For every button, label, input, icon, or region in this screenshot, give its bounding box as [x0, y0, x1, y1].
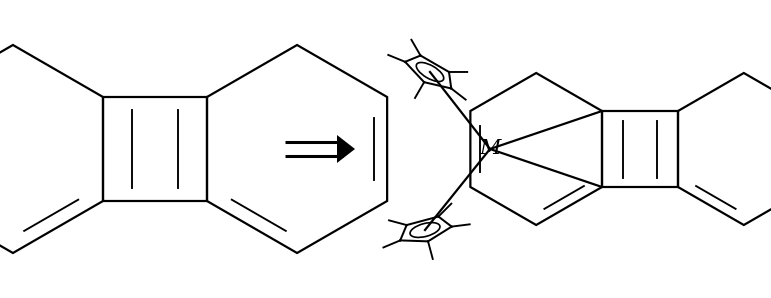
Text: M: M	[480, 139, 500, 159]
Polygon shape	[337, 135, 355, 163]
